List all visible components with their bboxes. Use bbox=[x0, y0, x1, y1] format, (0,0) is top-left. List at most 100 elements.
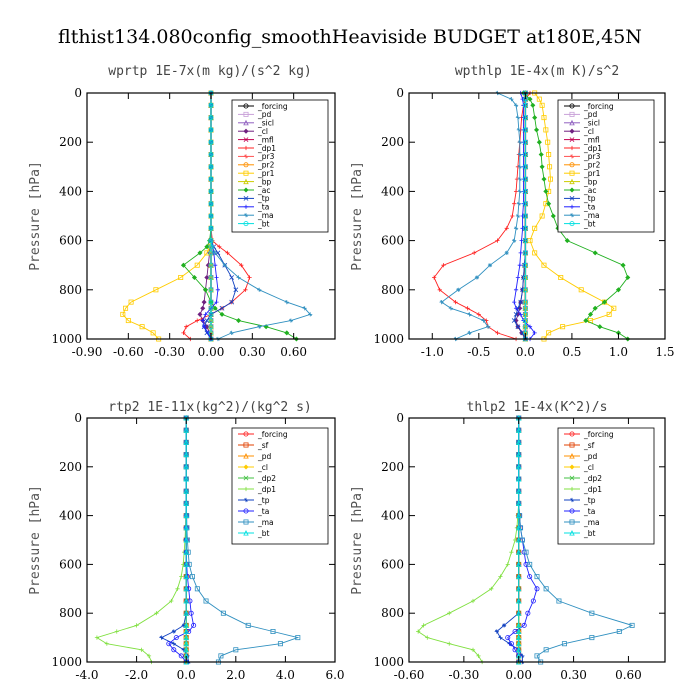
legend-marker bbox=[243, 103, 249, 109]
data-point bbox=[166, 641, 172, 647]
data-point bbox=[539, 164, 545, 170]
data-point bbox=[515, 646, 522, 653]
y-tick-label: 0 bbox=[396, 411, 404, 425]
x-tick-label: 6.0 bbox=[325, 668, 344, 682]
data-point bbox=[208, 102, 214, 108]
legend-item-cl: _cl bbox=[238, 127, 268, 136]
data-point bbox=[538, 151, 544, 158]
legend-label: _pr3 bbox=[583, 152, 601, 161]
legend-marker bbox=[569, 154, 575, 159]
data-point bbox=[243, 287, 248, 292]
data-point bbox=[123, 305, 129, 311]
data-point bbox=[539, 102, 545, 108]
data-point bbox=[522, 250, 528, 256]
legend-item-pr1: _pr1 bbox=[238, 169, 275, 178]
legend-item-tp: _tp bbox=[564, 496, 596, 505]
data-point bbox=[509, 97, 514, 102]
data-point bbox=[508, 641, 514, 647]
y-tick-label: 600 bbox=[59, 234, 82, 248]
data-point bbox=[516, 127, 521, 132]
legend-item-dp2: _dp2 bbox=[564, 474, 602, 483]
data-point bbox=[233, 647, 239, 653]
legend-label: _ta bbox=[583, 507, 595, 516]
legend-marker bbox=[243, 519, 249, 525]
data-point bbox=[208, 299, 214, 305]
data-point bbox=[629, 622, 635, 628]
data-point bbox=[467, 330, 472, 335]
data-point bbox=[421, 623, 426, 628]
data-point bbox=[512, 300, 517, 305]
data-point bbox=[550, 213, 556, 219]
data-point bbox=[527, 324, 533, 329]
legend-box bbox=[557, 99, 655, 233]
y-tick-label: 600 bbox=[59, 557, 82, 571]
legend-marker bbox=[243, 213, 249, 218]
data-point bbox=[522, 311, 528, 317]
data-point bbox=[125, 318, 131, 324]
data-point bbox=[521, 622, 527, 628]
y-tick-label: 1000 bbox=[373, 655, 404, 669]
plot-frame bbox=[86, 417, 336, 663]
x-tick-label: 1.0 bbox=[609, 345, 628, 359]
data-point bbox=[208, 287, 214, 293]
data-point bbox=[233, 287, 239, 293]
data-point bbox=[546, 330, 552, 336]
data-point bbox=[588, 311, 594, 317]
x-tick-label: 0.0 bbox=[177, 668, 196, 682]
figure-title: flthist134.080config_smoothHeaviside BUD… bbox=[58, 26, 642, 48]
legend-label: _pr1 bbox=[257, 169, 275, 178]
data-point bbox=[536, 96, 542, 102]
data-point bbox=[208, 311, 214, 317]
data-point bbox=[522, 188, 528, 194]
legend-marker bbox=[243, 464, 249, 470]
data-point bbox=[520, 226, 525, 231]
panel-title: thlp2 1E-4x(K^2)/s bbox=[467, 400, 608, 415]
data-point bbox=[597, 324, 603, 330]
data-point bbox=[179, 574, 184, 579]
data-point bbox=[505, 635, 511, 641]
legend-label: _forcing bbox=[257, 102, 288, 111]
data-point bbox=[509, 550, 514, 555]
data-point bbox=[486, 324, 491, 329]
data-point bbox=[239, 263, 244, 268]
data-point bbox=[589, 610, 595, 616]
data-point bbox=[515, 524, 522, 531]
data-point bbox=[439, 300, 444, 305]
data-point bbox=[501, 623, 507, 628]
data-point bbox=[523, 549, 529, 555]
data-point bbox=[515, 537, 522, 543]
x-tick-label: 4.0 bbox=[276, 668, 295, 682]
panel-title: wpthlp 1E-4x(m K)/s^2 bbox=[455, 64, 619, 79]
legend-marker bbox=[569, 497, 575, 503]
data-point bbox=[183, 537, 189, 543]
legend-label: _cl bbox=[257, 127, 268, 136]
legend-marker bbox=[569, 213, 575, 218]
series-line bbox=[122, 93, 212, 340]
legend-marker bbox=[569, 519, 575, 525]
data-point bbox=[515, 500, 522, 506]
data-point bbox=[527, 561, 533, 567]
legend-label: _ma bbox=[583, 518, 600, 527]
data-point bbox=[522, 151, 528, 157]
legend-label: _cl bbox=[583, 127, 594, 136]
data-point bbox=[218, 653, 224, 659]
data-point bbox=[139, 647, 144, 652]
y-tick-label: 800 bbox=[381, 283, 404, 297]
legend-label: _ma bbox=[257, 518, 274, 527]
data-point bbox=[171, 629, 176, 634]
data-point bbox=[534, 653, 540, 659]
data-point bbox=[447, 611, 452, 616]
y-axis-label: Pressure [hPa] bbox=[28, 161, 43, 271]
data-point bbox=[183, 634, 189, 641]
data-point bbox=[183, 561, 189, 567]
data-point bbox=[515, 640, 522, 647]
data-point bbox=[539, 213, 545, 219]
data-point bbox=[202, 324, 207, 329]
data-point bbox=[546, 201, 552, 207]
legend-marker bbox=[569, 196, 575, 201]
data-point bbox=[208, 250, 214, 256]
data-point bbox=[522, 115, 528, 121]
y-tick-label: 1000 bbox=[373, 332, 404, 346]
budget-panel-4: thlp2 1E-4x(K^2)/s Pressure [hPa] -0.60 -0.… bbox=[350, 400, 666, 682]
x-tick-label: 0.30 bbox=[239, 345, 266, 359]
